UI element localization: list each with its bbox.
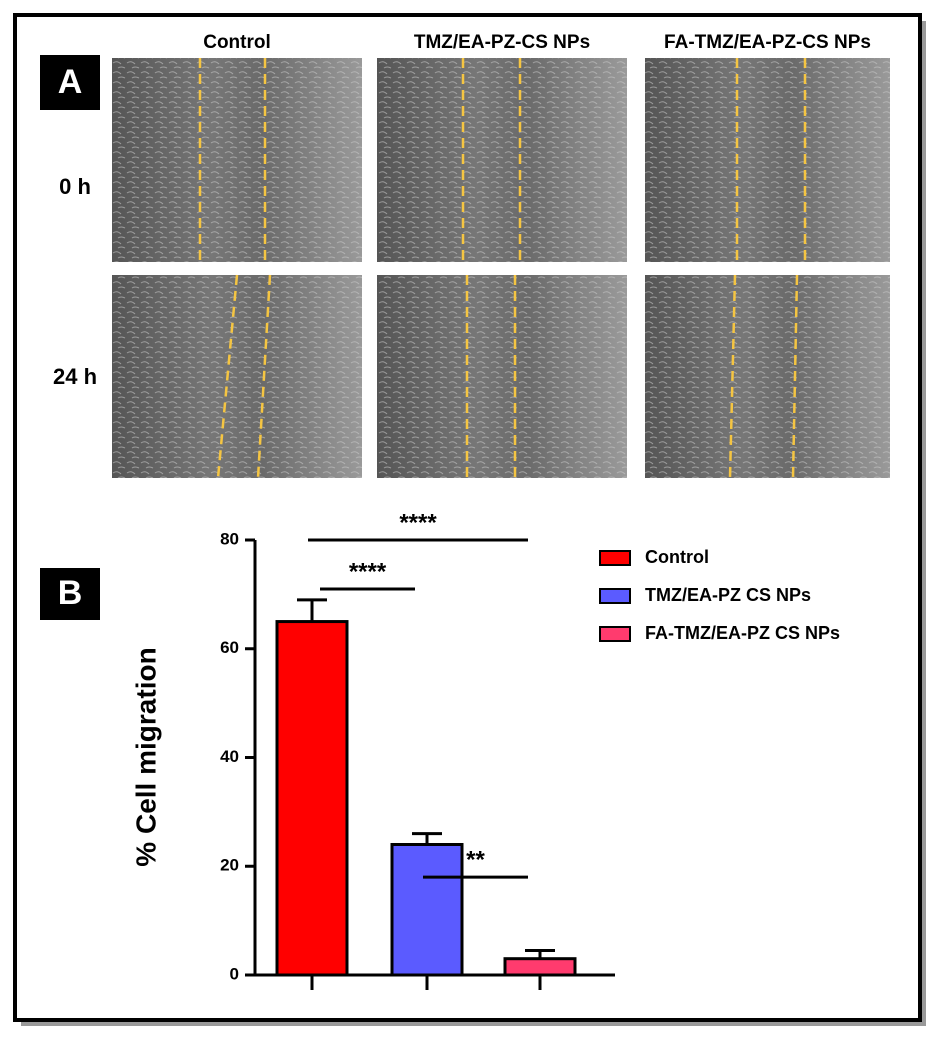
legend-label: FA-TMZ/EA-PZ CS NPs xyxy=(645,623,840,643)
significance-label: ** xyxy=(466,846,485,873)
y-tick-label: 40 xyxy=(220,747,239,766)
legend-label: Control xyxy=(645,547,709,567)
bar xyxy=(275,620,349,977)
column-header: Control xyxy=(203,32,271,53)
y-tick-label: 80 xyxy=(220,529,239,548)
y-tick-label: 20 xyxy=(220,856,239,875)
cell-texture xyxy=(112,275,362,478)
bar xyxy=(390,843,464,977)
row-label: 0 h xyxy=(59,174,91,199)
legend-label: TMZ/EA-PZ CS NPs xyxy=(645,585,811,605)
legend-swatch xyxy=(599,550,631,566)
cell-texture xyxy=(645,58,890,262)
significance-label: **** xyxy=(349,558,387,585)
legend-swatch xyxy=(599,588,631,604)
wound-edge xyxy=(256,274,272,479)
legend-swatch xyxy=(599,626,631,642)
significance-label: **** xyxy=(399,509,437,536)
column-header: FA-TMZ/EA-PZ-CS NPs xyxy=(664,32,871,53)
wound-edge xyxy=(791,274,799,479)
micrographs: Control TMZ/EA-PZ-CS NPs FA-TMZ/EA-PZ-CS N… xyxy=(53,32,890,479)
cell-texture xyxy=(377,275,627,478)
column-header: TMZ/EA-PZ-CS NPs xyxy=(414,32,590,53)
cell-texture xyxy=(112,58,362,262)
wound-edge xyxy=(216,274,239,479)
y-tick-label: 60 xyxy=(220,638,239,657)
bar-chart: 0 20 40 60 80 % Cell migration Control TMZ/EA-P… xyxy=(130,509,840,990)
cell-texture xyxy=(645,275,890,478)
panel-label: B xyxy=(58,574,83,612)
cell-texture xyxy=(377,58,627,262)
y-axis-label: % Cell migration xyxy=(130,647,161,866)
panel-label-box xyxy=(40,55,100,110)
bar xyxy=(503,957,577,977)
panel-label: A xyxy=(58,63,83,101)
wound-edge xyxy=(728,274,737,479)
y-tick-label: 0 xyxy=(230,964,239,983)
row-label: 24 h xyxy=(53,364,97,389)
panel-label-box xyxy=(40,568,100,620)
